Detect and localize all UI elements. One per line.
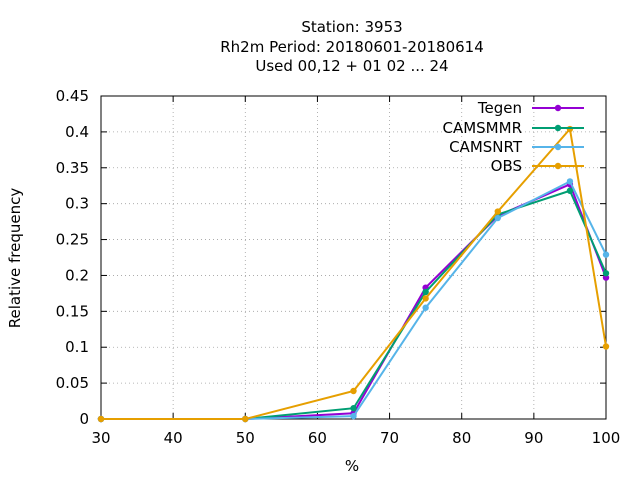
series-group xyxy=(97,125,610,423)
data-point xyxy=(350,387,357,395)
x-tick-label: 60 xyxy=(308,429,327,447)
series-tegen xyxy=(97,181,610,423)
data-point xyxy=(494,208,501,215)
x-tick-label: 50 xyxy=(236,429,255,447)
data-point xyxy=(350,412,357,420)
data-point xyxy=(97,415,105,423)
series-line xyxy=(101,182,607,420)
legend-item: CAMSMMR xyxy=(442,119,584,137)
data-point xyxy=(422,288,429,296)
data-point xyxy=(566,187,574,194)
axes xyxy=(100,95,607,420)
y-tick-label: 0.15 xyxy=(56,302,89,320)
data-point xyxy=(422,304,429,311)
y-tick-label: 0 xyxy=(79,410,89,428)
series-line xyxy=(101,189,607,420)
data-point xyxy=(566,178,574,185)
chart-title: Station: 3953 Rh2m Period: 20180601-2018… xyxy=(220,18,484,75)
x-axis-label: % xyxy=(345,457,359,475)
x-tick-label: 100 xyxy=(592,429,621,447)
y-axis-label: Relative frequency xyxy=(6,188,24,329)
x-tick-label: 80 xyxy=(452,429,471,447)
x-tick-label: 90 xyxy=(524,429,543,447)
legend-label: CAMSMMR xyxy=(442,119,522,137)
data-point xyxy=(350,405,357,412)
data-point xyxy=(602,270,610,277)
tick-labels: 30 40 50 60 70 80 90 100 0 0.05 0.1 0.15 0.2 0.25 0.3 0… xyxy=(56,87,621,447)
y-tick-label: 0.25 xyxy=(56,231,89,249)
y-tick-label: 0.4 xyxy=(65,123,89,141)
legend-swatch-marker xyxy=(554,162,562,170)
legend-swatch-marker xyxy=(554,143,562,151)
legend-swatch-marker xyxy=(554,104,562,112)
series-camsmmr xyxy=(97,187,610,423)
x-tick-label: 30 xyxy=(91,429,110,447)
x-tick-label: 40 xyxy=(164,429,183,447)
grid xyxy=(101,96,606,419)
y-tick-label: 0.1 xyxy=(65,338,89,356)
data-point xyxy=(602,251,610,258)
data-point xyxy=(566,125,574,133)
data-point xyxy=(242,415,249,423)
data-point xyxy=(494,214,501,222)
legend-label: Tegen xyxy=(477,99,522,117)
y-tick-label: 0.3 xyxy=(65,195,89,213)
legend-item: Tegen xyxy=(477,99,584,117)
data-point xyxy=(602,343,610,350)
legend-item: OBS xyxy=(491,157,584,175)
x-tick-label: 70 xyxy=(380,429,399,447)
y-tick-label: 0.05 xyxy=(56,374,89,392)
y-tick-label: 0.35 xyxy=(56,159,89,177)
legend-label: OBS xyxy=(491,157,522,175)
legend-item: CAMSNRT xyxy=(449,138,584,156)
legend-swatch-marker xyxy=(554,124,562,132)
data-point xyxy=(422,295,429,302)
series-line xyxy=(101,126,607,420)
title-line-3: Used 00,12 + 01 02 ... 24 xyxy=(255,57,448,75)
y-tick-label: 0.2 xyxy=(65,266,89,284)
title-line-1: Station: 3953 xyxy=(301,18,402,36)
legend-label: CAMSNRT xyxy=(449,138,523,156)
series-obs xyxy=(97,125,610,423)
series-camsnrt xyxy=(97,178,610,423)
title-line-2: Rh2m Period: 20180601-20180614 xyxy=(220,38,484,56)
plot-frame xyxy=(100,95,607,420)
y-tick-label: 0.45 xyxy=(56,87,89,105)
